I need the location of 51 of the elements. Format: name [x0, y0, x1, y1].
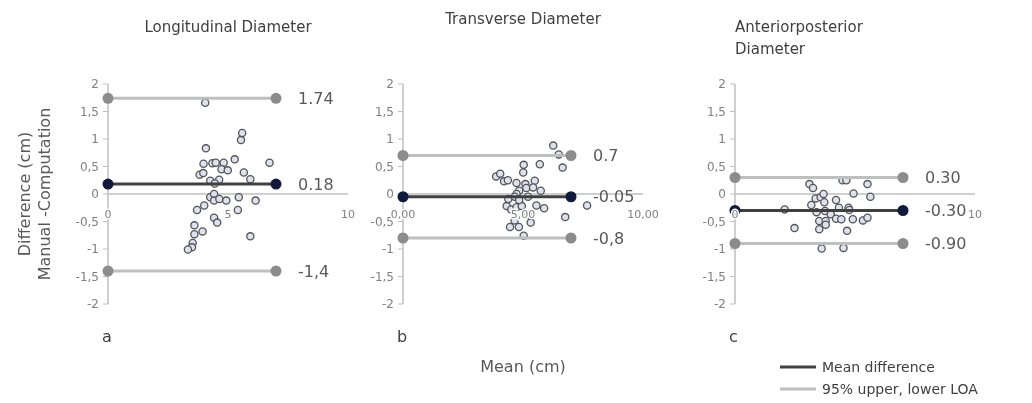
y-tick-label: 2: [718, 77, 726, 92]
y-tick-label: 1,5: [79, 104, 99, 119]
x-tick-label: 0,00: [390, 208, 416, 221]
chart-title: Longitudinal Diameter: [144, 18, 313, 36]
y-tick-label: -1,5: [75, 269, 99, 284]
x-axis-title: Mean (cm): [480, 357, 566, 376]
y-tick-label: 0: [91, 187, 99, 202]
data-label: 0.30: [925, 168, 961, 188]
y-tick-label: -1,5: [702, 269, 726, 284]
y-tick-label: 0: [718, 187, 726, 202]
y-axis-title: Difference (cm) Manual -Computation: [15, 107, 54, 281]
data-label: -1,4: [298, 261, 330, 281]
data-label: -0,8: [593, 228, 625, 248]
text: a: [102, 327, 112, 346]
y-tick-label: 1,5: [374, 104, 394, 119]
y-tick-label: 0,5: [79, 159, 99, 174]
chart-title: Transverse Diameter: [444, 10, 602, 28]
y-tick-label: 1: [91, 132, 99, 147]
y-tick-label: -2: [87, 297, 99, 312]
chart-title: Anteriorposterior Diameter: [735, 18, 864, 58]
y-tick-label: -1: [714, 242, 726, 257]
data-label: 0.18: [298, 174, 334, 194]
data-label: 1.74: [298, 88, 334, 108]
x-tick-label: 10: [341, 208, 355, 221]
text: c: [729, 327, 738, 346]
y-tick-label: -0,5: [75, 214, 99, 229]
x-tick-label: 5: [224, 208, 232, 221]
y-tick-label: 2: [91, 77, 99, 92]
data-label: -0.30: [925, 201, 967, 221]
y-tick-label: -2: [714, 297, 726, 312]
y-tick-label: 0,5: [706, 159, 726, 174]
y-tick-label: -2: [382, 297, 394, 312]
data-label: 0.7: [593, 146, 619, 166]
y-tick-label: 0,5: [374, 159, 394, 174]
legend-label: Mean difference: [822, 358, 935, 375]
x-tick-label: 10,00: [627, 208, 659, 221]
text: b: [397, 327, 408, 346]
y-tick-label: 1: [386, 132, 394, 147]
data-label: -0.90: [925, 234, 967, 254]
x-tick-label: 10: [968, 208, 982, 221]
y-tick-label: -1,5: [370, 269, 394, 284]
y-tick-label: 0: [386, 187, 394, 202]
y-tick-label: -1: [382, 242, 394, 257]
y-tick-label: -1: [87, 242, 99, 257]
y-tick-label: 1,5: [706, 104, 726, 119]
y-tick-label: -0,5: [702, 214, 726, 229]
y-tick-label: 2: [386, 77, 394, 92]
y-tick-label: 1: [718, 132, 726, 147]
data-label: -0.05: [593, 187, 635, 207]
x-tick-label: 0: [104, 208, 112, 221]
legend-label: 95% upper, lower LOA: [822, 380, 979, 397]
